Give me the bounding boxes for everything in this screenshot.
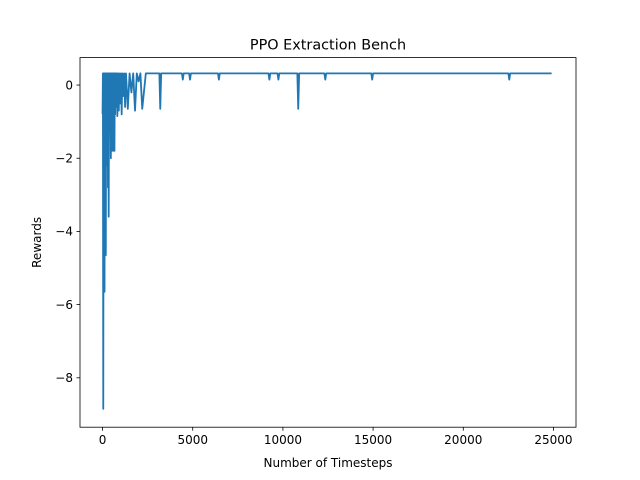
x-tick-label: 15000 bbox=[354, 433, 392, 447]
y-axis-label: Rewards bbox=[30, 217, 44, 268]
x-tick-label: 20000 bbox=[444, 433, 482, 447]
ticks-layer: 0 5000 10000 15000 20000 25000 0 −2 −4 −6 −8 bbox=[55, 78, 572, 447]
series-line-0 bbox=[101, 72, 552, 410]
y-tick-label: −4 bbox=[55, 225, 73, 239]
x-tick-label: 5000 bbox=[177, 433, 208, 447]
y-tick-label: −6 bbox=[55, 298, 73, 312]
y-tick-label: −2 bbox=[55, 152, 73, 166]
x-axis-label: Number of Timesteps bbox=[264, 456, 393, 470]
y-tick-label: 0 bbox=[65, 78, 73, 92]
x-tick-label: 0 bbox=[99, 433, 107, 447]
x-tick-label: 25000 bbox=[534, 433, 572, 447]
chart-title: PPO Extraction Bench bbox=[250, 38, 406, 54]
x-tick-label: 10000 bbox=[264, 433, 302, 447]
y-tick-label: −8 bbox=[55, 371, 73, 385]
plot-layer bbox=[101, 72, 552, 410]
plot-frame bbox=[79, 57, 577, 428]
